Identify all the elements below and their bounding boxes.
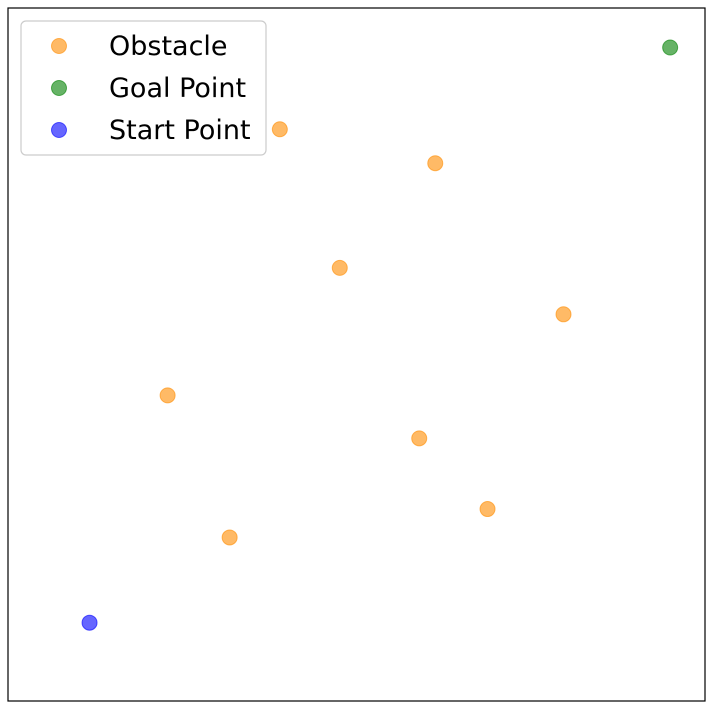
- legend-label-obstacle: Obstacle: [109, 31, 228, 62]
- legend-marker-goal-point: [51, 80, 67, 96]
- obstacle-point: [331, 259, 348, 276]
- legend-marker-start-point: [51, 122, 67, 138]
- legend-label-goal-point: Goal Point: [109, 73, 246, 104]
- legend: Obstacle Goal Point Start Point: [20, 20, 267, 156]
- legend-marker-obstacle: [51, 38, 67, 54]
- start-point-point: [81, 614, 98, 631]
- obstacle-point: [221, 529, 238, 546]
- obstacle-point: [555, 306, 572, 323]
- obstacle-point: [427, 155, 444, 172]
- legend-box: [20, 20, 267, 156]
- legend-entries: Obstacle Goal Point Start Point: [51, 31, 251, 146]
- obstacle-point: [159, 387, 176, 404]
- obstacle-point: [271, 121, 288, 138]
- legend-label-start-point: Start Point: [109, 115, 251, 146]
- obstacle-point: [411, 430, 428, 447]
- data-points: [81, 39, 679, 631]
- obstacle-point: [479, 501, 496, 518]
- goal-point-point: [662, 39, 679, 56]
